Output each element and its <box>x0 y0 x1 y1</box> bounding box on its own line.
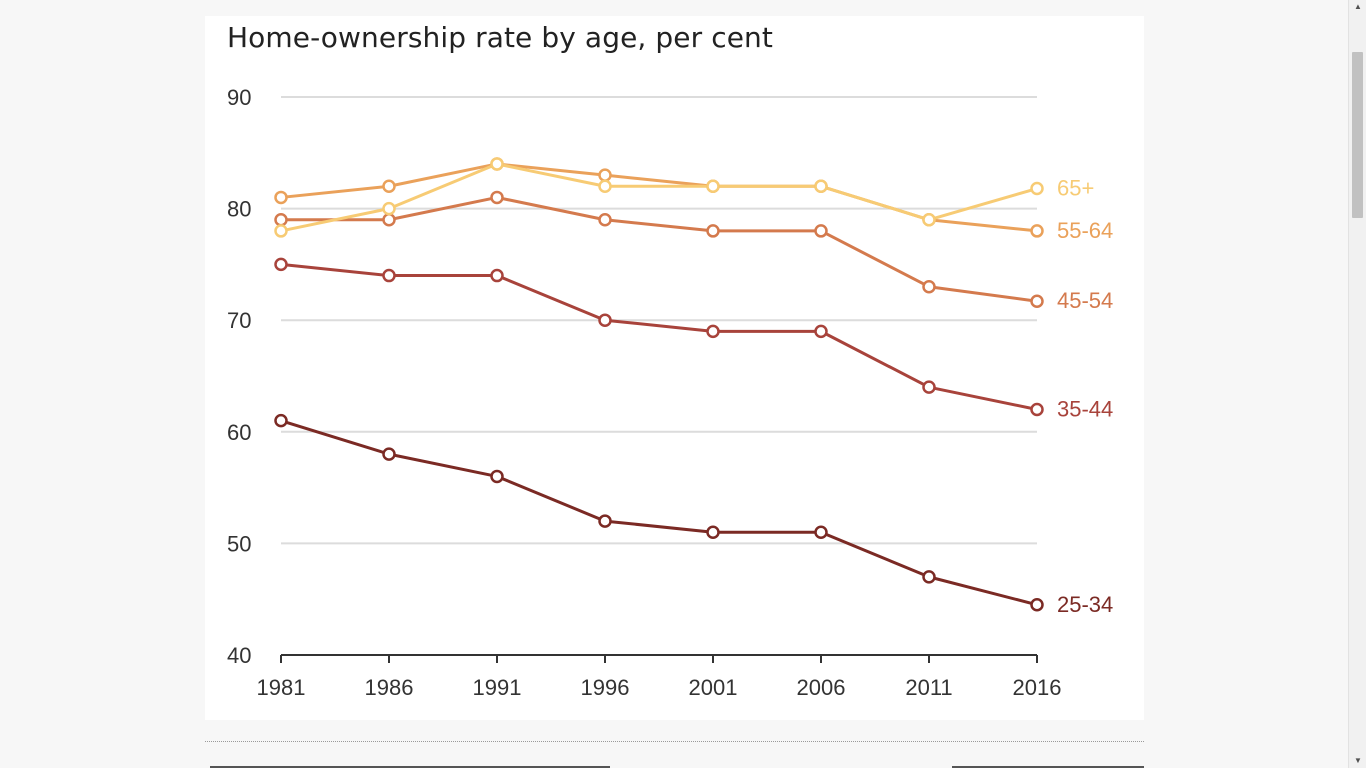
series-label-65+: 65+ <box>1057 176 1094 201</box>
scroll-down-arrow-icon[interactable]: ▼ <box>1354 756 1362 765</box>
data-point-45-54-1981 <box>274 213 288 227</box>
series-label-45-54: 45-54 <box>1057 288 1113 313</box>
data-point-25-34-2001 <box>706 525 720 539</box>
next-block-left <box>210 766 610 768</box>
series-line-25-34 <box>280 419 1038 607</box>
chart-card: Home-ownership rate by age, per cent 40 5… <box>205 16 1144 720</box>
series-line-45-54 <box>281 195 1038 303</box>
data-point-35-44-1996 <box>598 313 612 327</box>
source-note-cut <box>229 710 1099 720</box>
data-point-35-44-2006 <box>814 324 828 339</box>
series-label-35-44: 35-44 <box>1057 396 1113 421</box>
data-point-35-44-1981 <box>274 257 288 272</box>
data-point-25-34-2006 <box>814 525 828 539</box>
scrollbar-thumb[interactable] <box>1352 52 1363 218</box>
vertical-scrollbar[interactable]: ▲ ▼ <box>1348 0 1366 768</box>
data-point-45-54-1986 <box>382 213 396 227</box>
data-point-65+-1986 <box>382 201 396 216</box>
data-point-35-44-1991 <box>490 268 504 283</box>
data-point-25-34-1996 <box>598 514 612 528</box>
data-point-25-34-2016 <box>1030 598 1044 612</box>
x-tick-label-2011: 2011 <box>905 675 952 700</box>
next-block-right <box>952 766 1144 768</box>
y-tick-label-90: 90 <box>227 85 251 110</box>
x-tick-label-2006: 2006 <box>797 675 846 700</box>
x-tick-label-1981: 1981 <box>257 675 306 700</box>
series-lines <box>274 157 1044 612</box>
data-point-65+-1991 <box>490 157 504 171</box>
series-label-25-34: 25-34 <box>1057 592 1113 617</box>
axes: 40 50 60 70 80 90 1981 1986 1991 1996 2001 2006 2011… <box>227 85 1061 700</box>
data-point-55-64-1981 <box>274 190 288 205</box>
data-point-35-44-2001 <box>706 324 720 339</box>
x-tick-label-1996: 1996 <box>581 675 630 700</box>
data-point-55-64-2016 <box>1030 224 1044 238</box>
x-tick-label-1986: 1986 <box>365 675 414 700</box>
data-point-25-34-1986 <box>382 447 396 461</box>
x-tick-label-2001: 2001 <box>689 675 738 700</box>
data-point-65+-2001 <box>706 179 720 194</box>
series-line-65+ <box>280 162 1038 233</box>
section-divider <box>205 741 1144 742</box>
data-point-35-44-1986 <box>382 268 396 283</box>
data-point-55-64-1986 <box>382 179 396 194</box>
data-point-45-54-2006 <box>814 224 828 238</box>
y-tick-label-70: 70 <box>227 308 251 333</box>
data-point-25-34-2011 <box>922 570 936 584</box>
y-tick-label-60: 60 <box>227 420 251 445</box>
data-point-65+-2006 <box>814 179 828 194</box>
x-tick-label-2016: 2016 <box>1013 675 1062 700</box>
grid <box>281 96 1037 545</box>
y-tick-label-40: 40 <box>227 643 251 668</box>
data-point-45-54-1996 <box>598 213 612 227</box>
data-point-65+-2011 <box>922 213 936 227</box>
data-point-45-54-2011 <box>922 279 936 294</box>
data-point-45-54-1991 <box>490 190 504 205</box>
data-point-25-34-1991 <box>490 469 504 484</box>
x-tick-label-1991: 1991 <box>473 675 522 700</box>
data-point-45-54-2016 <box>1030 294 1044 308</box>
data-point-65+-1981 <box>274 224 288 238</box>
series-line-35-44 <box>280 262 1038 411</box>
chart-title: Home-ownership rate by age, per cent <box>227 21 773 54</box>
series-labels: 25-34 35-44 45-54 55-64 65+ <box>1057 176 1113 617</box>
data-point-65+-2016 <box>1030 181 1044 196</box>
data-point-55-64-1996 <box>598 168 612 182</box>
series-label-55-64: 55-64 <box>1057 218 1113 243</box>
data-point-25-34-1981 <box>274 413 288 428</box>
data-point-35-44-2011 <box>922 380 936 394</box>
y-tick-label-80: 80 <box>227 197 251 222</box>
y-tick-label-50: 50 <box>227 531 251 556</box>
data-point-35-44-2016 <box>1030 402 1044 417</box>
scroll-up-arrow-icon[interactable]: ▲ <box>1354 2 1362 11</box>
data-point-65+-1996 <box>598 179 612 194</box>
data-point-45-54-2001 <box>706 224 720 238</box>
line-chart: 40 50 60 70 80 90 1981 1986 1991 1996 2001 2006 2011… <box>227 85 1113 700</box>
